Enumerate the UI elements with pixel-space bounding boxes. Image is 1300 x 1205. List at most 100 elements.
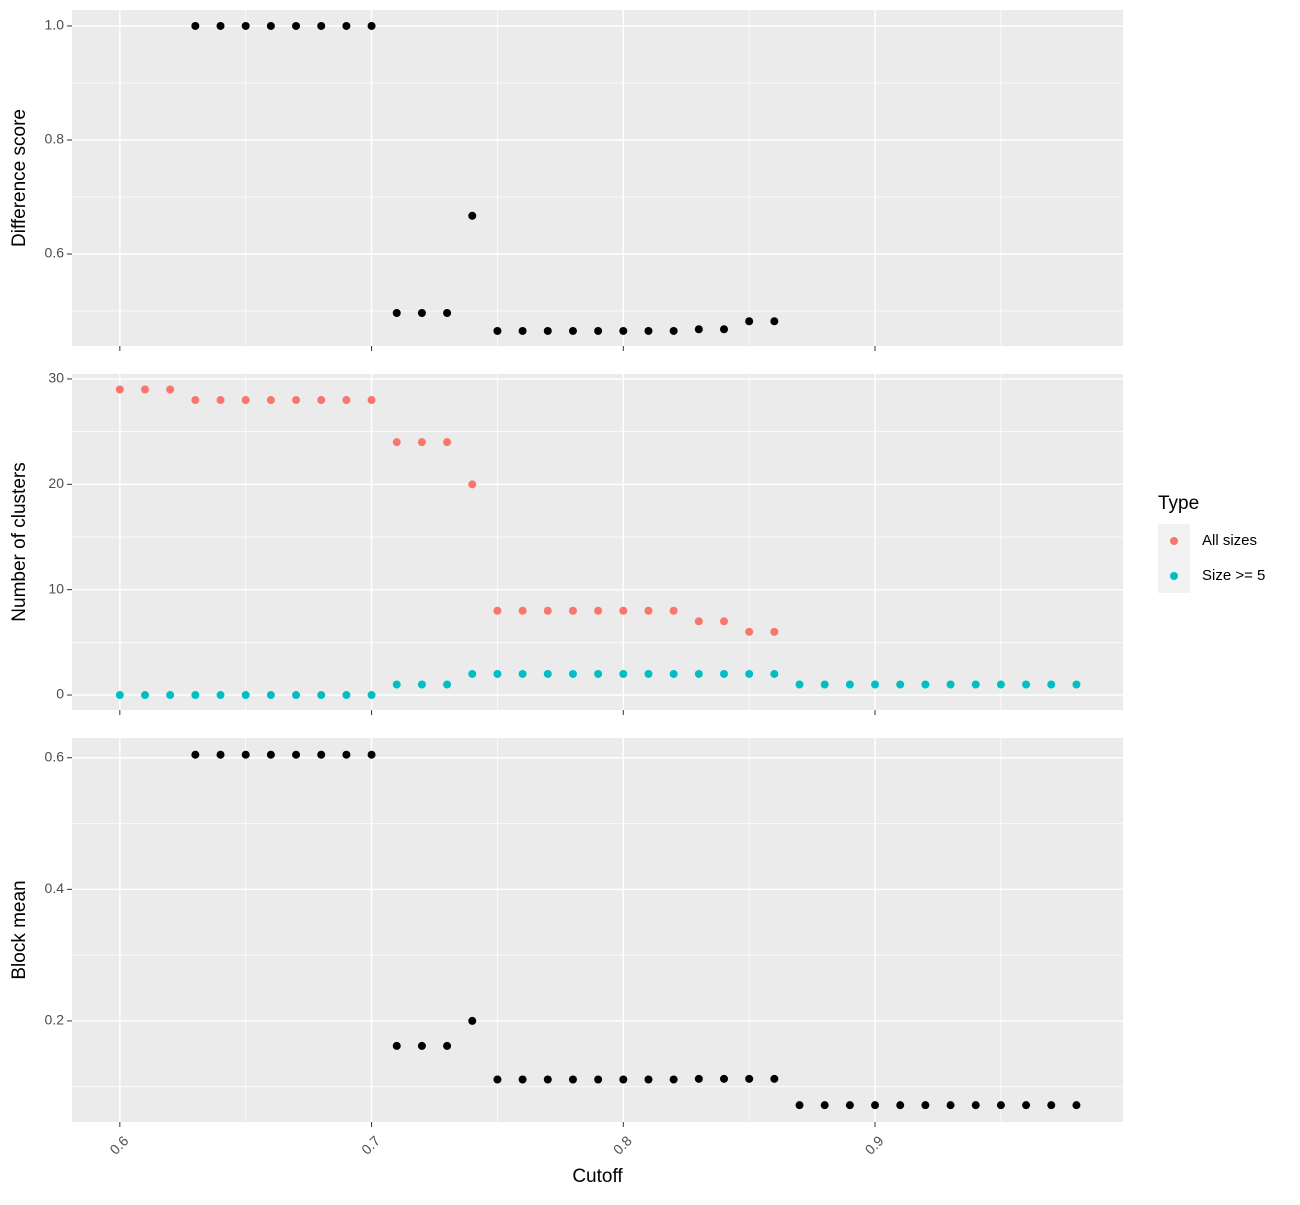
- point: [996, 680, 1005, 689]
- point: [568, 606, 577, 615]
- point: [266, 750, 275, 759]
- point: [921, 680, 930, 689]
- point: [266, 396, 275, 405]
- point: [594, 669, 603, 678]
- point: [241, 396, 250, 405]
- point: [1072, 680, 1081, 689]
- point: [568, 326, 577, 335]
- point: [367, 691, 376, 700]
- panel-background: [72, 738, 1123, 1122]
- y-tick-label: 1.0: [45, 17, 65, 33]
- point: [770, 1074, 779, 1083]
- point: [694, 325, 703, 334]
- point: [216, 21, 225, 30]
- point: [770, 627, 779, 636]
- point: [745, 627, 754, 636]
- point: [468, 211, 477, 220]
- point: [342, 21, 351, 30]
- point: [845, 1101, 854, 1110]
- point: [820, 680, 829, 689]
- point: [392, 438, 401, 447]
- point: [719, 669, 728, 678]
- point: [392, 1041, 401, 1050]
- point: [946, 1101, 955, 1110]
- point: [166, 385, 175, 394]
- point: [594, 606, 603, 615]
- point: [317, 750, 326, 759]
- panel-background: [72, 374, 1123, 710]
- point: [996, 1101, 1005, 1110]
- point: [342, 750, 351, 759]
- point: [518, 326, 527, 335]
- point: [216, 396, 225, 405]
- point: [795, 680, 804, 689]
- point: [342, 691, 351, 700]
- legend-label: Size >= 5: [1202, 567, 1265, 584]
- point: [619, 669, 628, 678]
- point: [443, 1041, 452, 1050]
- point: [493, 669, 502, 678]
- legend-label: All sizes: [1202, 532, 1257, 549]
- point: [518, 1075, 527, 1084]
- point: [543, 1075, 552, 1084]
- point: [191, 21, 200, 30]
- point: [342, 396, 351, 405]
- point: [468, 669, 477, 678]
- point: [568, 1075, 577, 1084]
- point: [568, 669, 577, 678]
- point: [468, 480, 477, 489]
- point: [745, 317, 754, 326]
- point: [543, 606, 552, 615]
- point: [266, 21, 275, 30]
- point: [946, 680, 955, 689]
- legend-title: Type: [1158, 493, 1199, 514]
- point: [115, 691, 124, 700]
- point: [1047, 1101, 1056, 1110]
- y-tick-label: 30: [48, 370, 64, 386]
- point: [141, 691, 150, 700]
- point: [417, 680, 426, 689]
- point: [266, 691, 275, 700]
- y-axis-title: Difference score: [9, 109, 30, 247]
- point: [745, 1074, 754, 1083]
- y-axis-title: Number of clusters: [9, 462, 30, 621]
- point: [971, 680, 980, 689]
- point: [543, 669, 552, 678]
- point: [392, 308, 401, 317]
- point: [694, 617, 703, 626]
- point: [367, 21, 376, 30]
- point: [644, 326, 653, 335]
- point: [367, 750, 376, 759]
- point: [845, 680, 854, 689]
- x-tick-label: 0.6: [106, 1132, 131, 1157]
- point: [871, 1101, 880, 1110]
- point: [317, 691, 326, 700]
- point: [669, 1075, 678, 1084]
- point: [1022, 1101, 1031, 1110]
- point: [518, 669, 527, 678]
- point: [719, 325, 728, 334]
- x-tick-label: 0.9: [862, 1132, 887, 1157]
- point: [644, 669, 653, 678]
- point: [644, 1075, 653, 1084]
- point: [292, 691, 301, 700]
- point: [1047, 680, 1056, 689]
- point: [417, 308, 426, 317]
- point: [619, 326, 628, 335]
- y-tick-label: 0.6: [45, 748, 65, 764]
- point: [241, 691, 250, 700]
- point: [594, 1075, 603, 1084]
- point: [468, 1016, 477, 1025]
- point: [820, 1101, 829, 1110]
- point: [292, 21, 301, 30]
- point: [770, 317, 779, 326]
- panel-background: [72, 10, 1123, 346]
- y-tick-label: 0.2: [45, 1012, 65, 1028]
- point: [443, 438, 452, 447]
- y-tick-label: 0.6: [45, 245, 65, 261]
- y-tick-label: 0.8: [45, 131, 65, 147]
- point: [694, 1074, 703, 1083]
- point: [1072, 1101, 1081, 1110]
- point: [518, 606, 527, 615]
- point: [292, 750, 301, 759]
